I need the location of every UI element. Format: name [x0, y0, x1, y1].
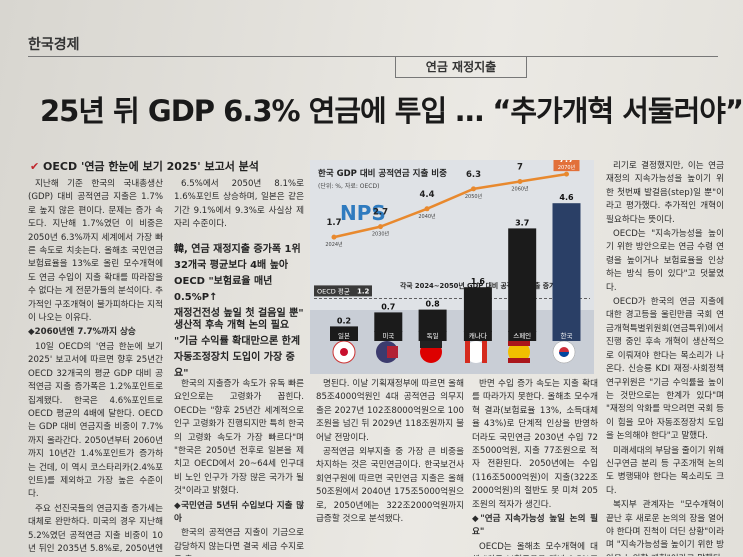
column: 6.5%에서 2050년 8.1%로 1.6%포인트 상승하며, 일본은 같은 … [174, 178, 304, 236]
logo: NPS [340, 201, 386, 225]
column: 지난해 기준 한국의 국내총생산(GDP) 대비 공적연금 지출은 1.7%로 … [28, 178, 163, 556]
cat-bg [463, 331, 492, 341]
avg-box [314, 285, 372, 297]
paragraph: OECD는 "지속가능성을 높이기 위한 방안으로는 연금 수령 연령을 높이거… [606, 229, 724, 293]
bar [374, 312, 403, 332]
column: 반면 수입 증가 속도는 지출 확대를 따라가지 못한다. 올해초 모수개혁 결… [472, 378, 598, 556]
rule [28, 56, 718, 57]
paragraph: 미래세대의 부담을 줄이기 위해 신구연금 분리 등 구조개혁 논의도 병행돼야… [606, 445, 724, 496]
highlight-box [553, 160, 580, 172]
cat-bg [508, 331, 537, 341]
paragraph: 주요 선진국들의 연금지출 증가세는 대체로 완만하다. 미국의 경우 지난해 … [28, 503, 163, 554]
subhead-text: OECD '연금 한눈에 보기 2025' 보고서 분석 [43, 160, 259, 173]
bar-category: 캐나다 [469, 331, 487, 340]
cat-bg [552, 331, 581, 341]
avg-label: OECD 평균 [317, 286, 350, 295]
cat-bg [330, 331, 358, 341]
line-point [564, 171, 569, 177]
line-year: 2060년 [511, 186, 529, 193]
paragraph: 10일 OECD의 '연금 한눈에 보기 2025' 보고서에 따르면 향후 2… [28, 341, 163, 500]
paragraph: OECD가 한국의 연금 지출에 대한 경고등을 울린만큼 국회 연금개혁특별위… [606, 297, 724, 442]
bar-category: 미국 [382, 331, 394, 340]
line-year: 2030년 [372, 231, 390, 238]
bar [508, 228, 537, 332]
line-value: 2.7 [373, 208, 388, 218]
bar [552, 203, 581, 332]
bar-value: 4.6 [559, 193, 574, 202]
pull-quote-line: OECD "보험료율 매년 0.5%P↑ [174, 276, 273, 303]
bar-value: 0.7 [381, 302, 395, 311]
line-value: 7 [517, 163, 523, 173]
chart-unit: (단위: %, 자료: OECD) [318, 182, 379, 190]
paragraph: 공적연금 외부지출 중 가장 큰 비중을 차지하는 것은 국민연금이다. 한국보… [316, 447, 464, 525]
subhead: ✔ OECD '연금 한눈에 보기 2025' 보고서 분석 [30, 160, 259, 173]
line-year: 2050년 [465, 193, 483, 200]
line-value: 1.7 [326, 218, 341, 228]
line-point [424, 206, 430, 212]
pull-quote-line: 재정건전성 높일 첫 걸음일 뿐" [174, 308, 304, 319]
line-point [378, 224, 383, 230]
column: 한국의 지출증가 속도가 유독 빠른 요인으로는 고령화가 꼽힌다. OECD는… [174, 378, 304, 556]
paragraph: 리기로 결정했지만, 이는 연금 재정의 지속가능성을 높이기 위한 첫번째 발… [606, 161, 724, 225]
bar-category: 일본 [338, 331, 350, 340]
pull-quote-line: 생산적 후속 개혁 논의 필요 [174, 320, 290, 331]
cat-bg [374, 331, 403, 341]
pull-quote-line: 자동조정장치 도입이 가장 중요" [174, 352, 295, 379]
chart: 한국 GDP 대비 공적연금 지출 비중 (단위: %, 자료: OECD) N… [310, 160, 594, 374]
headline: 25년 뒤 GDP 6.3% 연금에 투입 … “추가개혁 서둘러야” [40, 94, 743, 128]
bar-value: 3.7 [515, 218, 529, 227]
line-year: 2040년 [418, 213, 436, 220]
paragraph: ◆국민연금 5년뒤 수입보다 지출 많아 [174, 500, 304, 525]
chart-floor [310, 310, 594, 374]
pull-quote-line: "기금 수익률 확대만으론 한계 [174, 336, 301, 347]
column: 리기로 결정했지만, 이는 연금 재정의 지속가능성을 높이기 위한 첫번째 발… [606, 160, 724, 556]
pull-quote-line: 韓, 연금 재정지출 증가폭 1위 [174, 244, 301, 255]
bar [418, 309, 447, 332]
pull-quote: 韓, 연금 재정지출 증가폭 1위 32개국 평균보다 4배 높아 OECD "보험… [174, 242, 308, 322]
avg-value: 1.2 [357, 287, 370, 295]
pull-quote-line: 32개국 평균보다 4배 높아 [174, 260, 289, 271]
paragraph: 명된다. 이날 기획재정부에 따르면 올해 85조4000억원인 4대 공적연금… [316, 379, 464, 443]
column: 명된다. 이날 기획재정부에 따르면 올해 85조4000억원인 4대 공적연금… [316, 378, 464, 556]
line-year: 2070년 [558, 164, 576, 171]
line [333, 172, 567, 239]
bar [330, 326, 358, 332]
publication: 한국경제 [28, 37, 80, 53]
bars-title: 각국 2024~2050년 GDP 대비 공적연금 지출 증가폭 [400, 281, 562, 290]
line-value: 7.7 [559, 160, 574, 165]
line-year: 2024년 [325, 241, 343, 248]
paragraph: 지난해 기준 한국의 국내총생산(GDP) 대비 공적연금 지출은 1.7%로 … [28, 179, 163, 324]
paragraph: 반면 수입 증가 속도는 지출 확대를 따라가지 못한다. 올해초 모수개혁 결… [472, 379, 598, 510]
paragraph: 한국의 공적연금 지출이 기금으로 감당하지 않는다면 결국 세금 수지로도 충 [174, 528, 304, 556]
paragraph: ◆"연금 지속가능성 높일 논의 필요" [472, 514, 598, 538]
paragraph: 복지부 관계자는 "모수개혁이 끝난 후 새로운 논의의 장을 열어야 한다며 … [606, 500, 724, 556]
bar-category: 스페인 [513, 331, 531, 340]
bar [463, 287, 492, 332]
line-point [471, 186, 476, 192]
bar-category: 한국 [561, 332, 573, 340]
bar-value: 1.6 [471, 277, 486, 286]
cat-bg [418, 331, 447, 341]
paragraph: OECD는 올해초 모수개혁에 대해 "최근 보험료율을 매년 0.5%포인트씩… [472, 541, 598, 556]
bar-value: 0.8 [426, 300, 441, 309]
paragraph: 한국의 지출증가 속도가 유독 빠른 요인으로는 고령화가 꼽힌다. OECD는… [174, 379, 304, 497]
line-point [517, 179, 523, 184]
section-label: 연금 재정지출 [395, 57, 527, 78]
line-value: 6.3 [466, 170, 481, 180]
line-value: 4.4 [419, 190, 434, 200]
bar-value: 0.2 [337, 316, 351, 325]
chart-title: 한국 GDP 대비 공적연금 지출 비중 [318, 168, 447, 179]
line-point [331, 234, 337, 240]
paragraph: 6.5%에서 2050년 8.1%로 1.6%포인트 상승하며, 일본은 같은 … [174, 179, 304, 230]
bar-category: 독일 [427, 331, 439, 340]
paragraph: ◆2060년엔 7.7%까지 상승 [28, 327, 136, 338]
